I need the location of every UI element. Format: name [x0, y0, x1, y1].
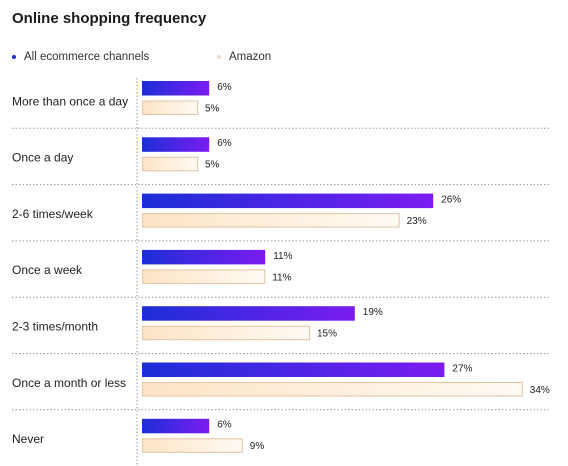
- legend-item-all-ecommerce: All ecommerce channels: [12, 51, 149, 63]
- bar-amazon-once-a-day: [142, 156, 198, 172]
- bar-amazon-once-a-week: [142, 269, 266, 284]
- category-label-once-a-week: Once a week: [12, 263, 83, 277]
- value-label-all-ecommerce-more-than-once-a-day: 6%: [217, 82, 232, 93]
- legend-item-amazon: Amazon: [217, 51, 271, 63]
- category-label-never: Never: [12, 432, 44, 446]
- legend-label-all-ecommerce: All ecommerce channels: [24, 51, 150, 63]
- value-label-amazon-more-than-once-a-day: 5%: [205, 103, 220, 114]
- value-label-all-ecommerce-2-3-times-month: 19%: [363, 307, 383, 318]
- value-label-all-ecommerce-2-6-times-week: 26%: [441, 194, 461, 205]
- value-label-all-ecommerce-once-a-month-or-less: 27%: [452, 363, 472, 374]
- bar-all-ecommerce-2-6-times-week: [142, 193, 434, 209]
- bar-all-ecommerce-more-than-once-a-day: [142, 81, 210, 96]
- bar-amazon-2-3-times-month: [142, 325, 310, 341]
- legend-dot-icon: [12, 55, 16, 59]
- value-label-amazon-once-a-week: 11%: [272, 272, 291, 283]
- value-label-amazon-never: 9%: [250, 441, 265, 452]
- value-label-amazon-once-a-month-or-less: 34%: [530, 385, 550, 396]
- value-label-amazon-once-a-day: 5%: [205, 160, 220, 171]
- chart-title: Online shopping frequency: [12, 10, 207, 27]
- value-label-all-ecommerce-once-a-day: 6%: [217, 138, 232, 149]
- bar-amazon-2-6-times-week: [142, 213, 400, 228]
- legend-label-amazon: Amazon: [229, 51, 272, 63]
- value-label-amazon-2-6-times-week: 23%: [407, 216, 427, 227]
- bar-all-ecommerce-2-3-times-month: [142, 306, 355, 321]
- bar-all-ecommerce-once-a-month-or-less: [142, 362, 445, 377]
- value-label-all-ecommerce-never: 6%: [217, 420, 232, 431]
- value-label-amazon-2-3-times-month: 15%: [317, 329, 337, 340]
- bar-all-ecommerce-once-a-week: [142, 249, 266, 265]
- value-label-all-ecommerce-once-a-week: 11%: [273, 251, 292, 262]
- legend-dot-icon: [217, 55, 221, 59]
- category-label-2-6-times-week: 2-6 times/week: [12, 207, 94, 221]
- bar-amazon-more-than-once-a-day: [142, 100, 198, 115]
- category-label-2-3-times-month: 2-3 times/month: [12, 320, 98, 334]
- category-label-once-a-day: Once a day: [12, 151, 73, 165]
- bar-amazon-once-a-month-or-less: [142, 382, 523, 397]
- bar-all-ecommerce-once-a-day: [142, 137, 210, 152]
- bar-amazon-never: [142, 438, 243, 453]
- category-label-more-than-once-a-day: More than once a day: [12, 94, 128, 108]
- bar-all-ecommerce-never: [142, 418, 210, 434]
- category-label-once-a-month-or-less: Once a month or less: [12, 376, 126, 390]
